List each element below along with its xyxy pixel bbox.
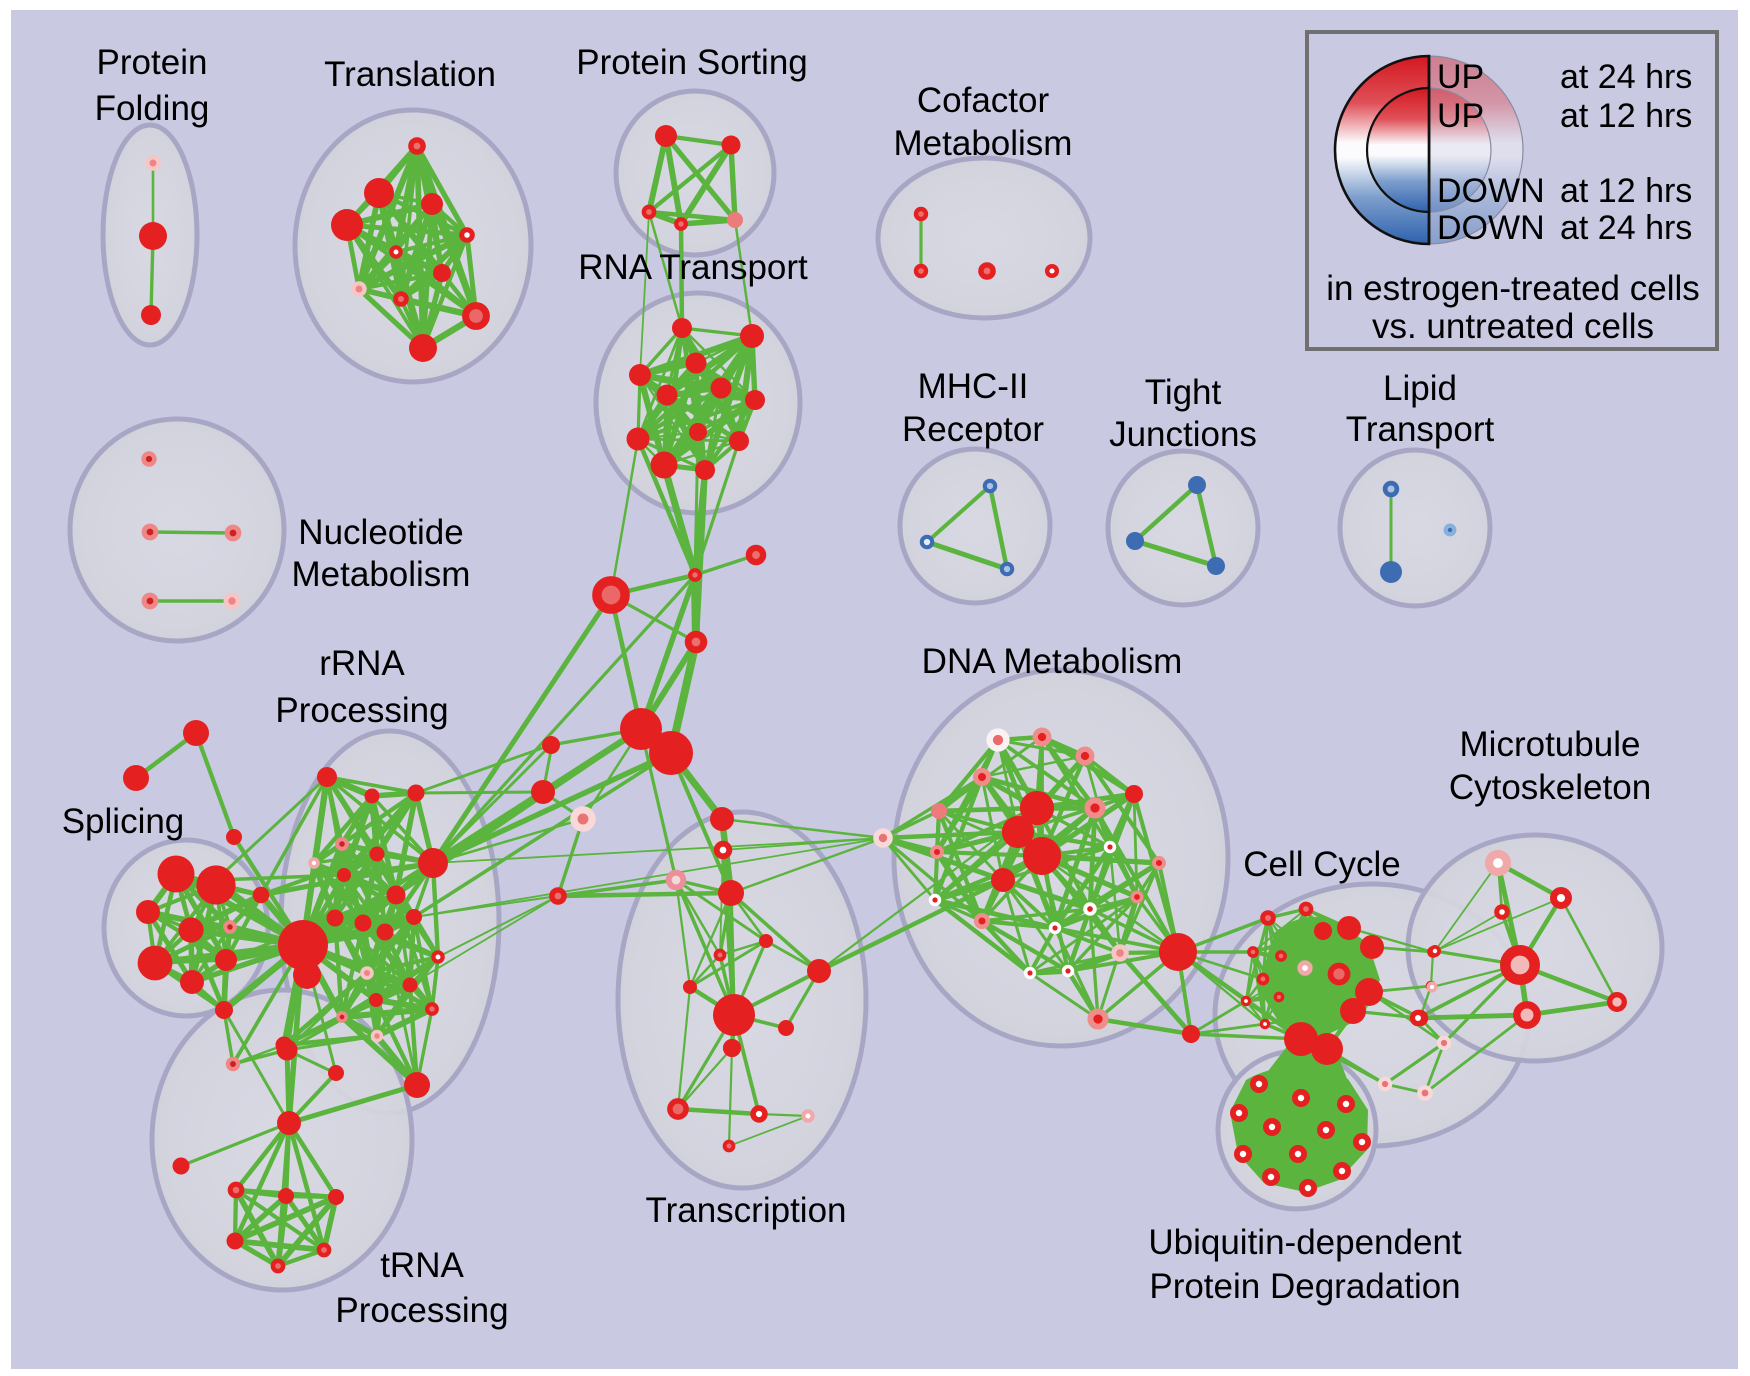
svg-text:Splicing: Splicing	[62, 802, 185, 841]
svg-text:Tight: Tight	[1145, 373, 1222, 412]
svg-text:at 24 hrs: at 24 hrs	[1560, 209, 1692, 247]
svg-text:Nucleotide: Nucleotide	[298, 513, 463, 552]
svg-text:Processing: Processing	[275, 691, 448, 730]
svg-text:RNA Transport: RNA Transport	[578, 248, 808, 287]
svg-text:at 12 hrs: at 12 hrs	[1560, 97, 1692, 135]
svg-text:Microtubule: Microtubule	[1460, 725, 1641, 764]
svg-text:Protein: Protein	[97, 43, 208, 82]
svg-text:Protein Sorting: Protein Sorting	[576, 43, 808, 82]
svg-text:Protein Degradation: Protein Degradation	[1149, 1267, 1460, 1306]
svg-text:rRNA: rRNA	[319, 644, 405, 683]
svg-text:DNA Metabolism: DNA Metabolism	[922, 642, 1183, 681]
svg-text:at 24 hrs: at 24 hrs	[1560, 58, 1692, 96]
svg-text:Cofactor: Cofactor	[917, 81, 1050, 120]
svg-text:Cell Cycle: Cell Cycle	[1243, 845, 1401, 884]
svg-text:in estrogen-treated cells: in estrogen-treated cells	[1326, 269, 1700, 308]
svg-text:Ubiquitin-dependent: Ubiquitin-dependent	[1148, 1223, 1462, 1262]
svg-text:Processing: Processing	[335, 1291, 508, 1330]
svg-text:Junctions: Junctions	[1109, 415, 1257, 454]
svg-text:Translation: Translation	[324, 55, 496, 94]
svg-text:at 12 hrs: at 12 hrs	[1560, 172, 1692, 210]
svg-text:DOWN: DOWN	[1437, 209, 1545, 247]
svg-text:UP: UP	[1437, 97, 1484, 135]
svg-text:MHC-II: MHC-II	[918, 367, 1029, 406]
svg-text:Lipid: Lipid	[1383, 369, 1457, 408]
svg-text:Folding: Folding	[95, 89, 210, 128]
svg-text:Metabolism: Metabolism	[292, 555, 471, 594]
svg-text:Transcription: Transcription	[646, 1191, 847, 1230]
svg-text:UP: UP	[1437, 58, 1484, 96]
svg-text:DOWN: DOWN	[1437, 172, 1545, 210]
svg-text:Transport: Transport	[1346, 410, 1495, 449]
svg-text:Receptor: Receptor	[902, 410, 1044, 449]
svg-text:Cytoskeleton: Cytoskeleton	[1449, 768, 1651, 807]
svg-text:tRNA: tRNA	[380, 1246, 464, 1285]
svg-text:Metabolism: Metabolism	[894, 124, 1073, 163]
svg-text:vs. untreated cells: vs. untreated cells	[1372, 307, 1654, 346]
